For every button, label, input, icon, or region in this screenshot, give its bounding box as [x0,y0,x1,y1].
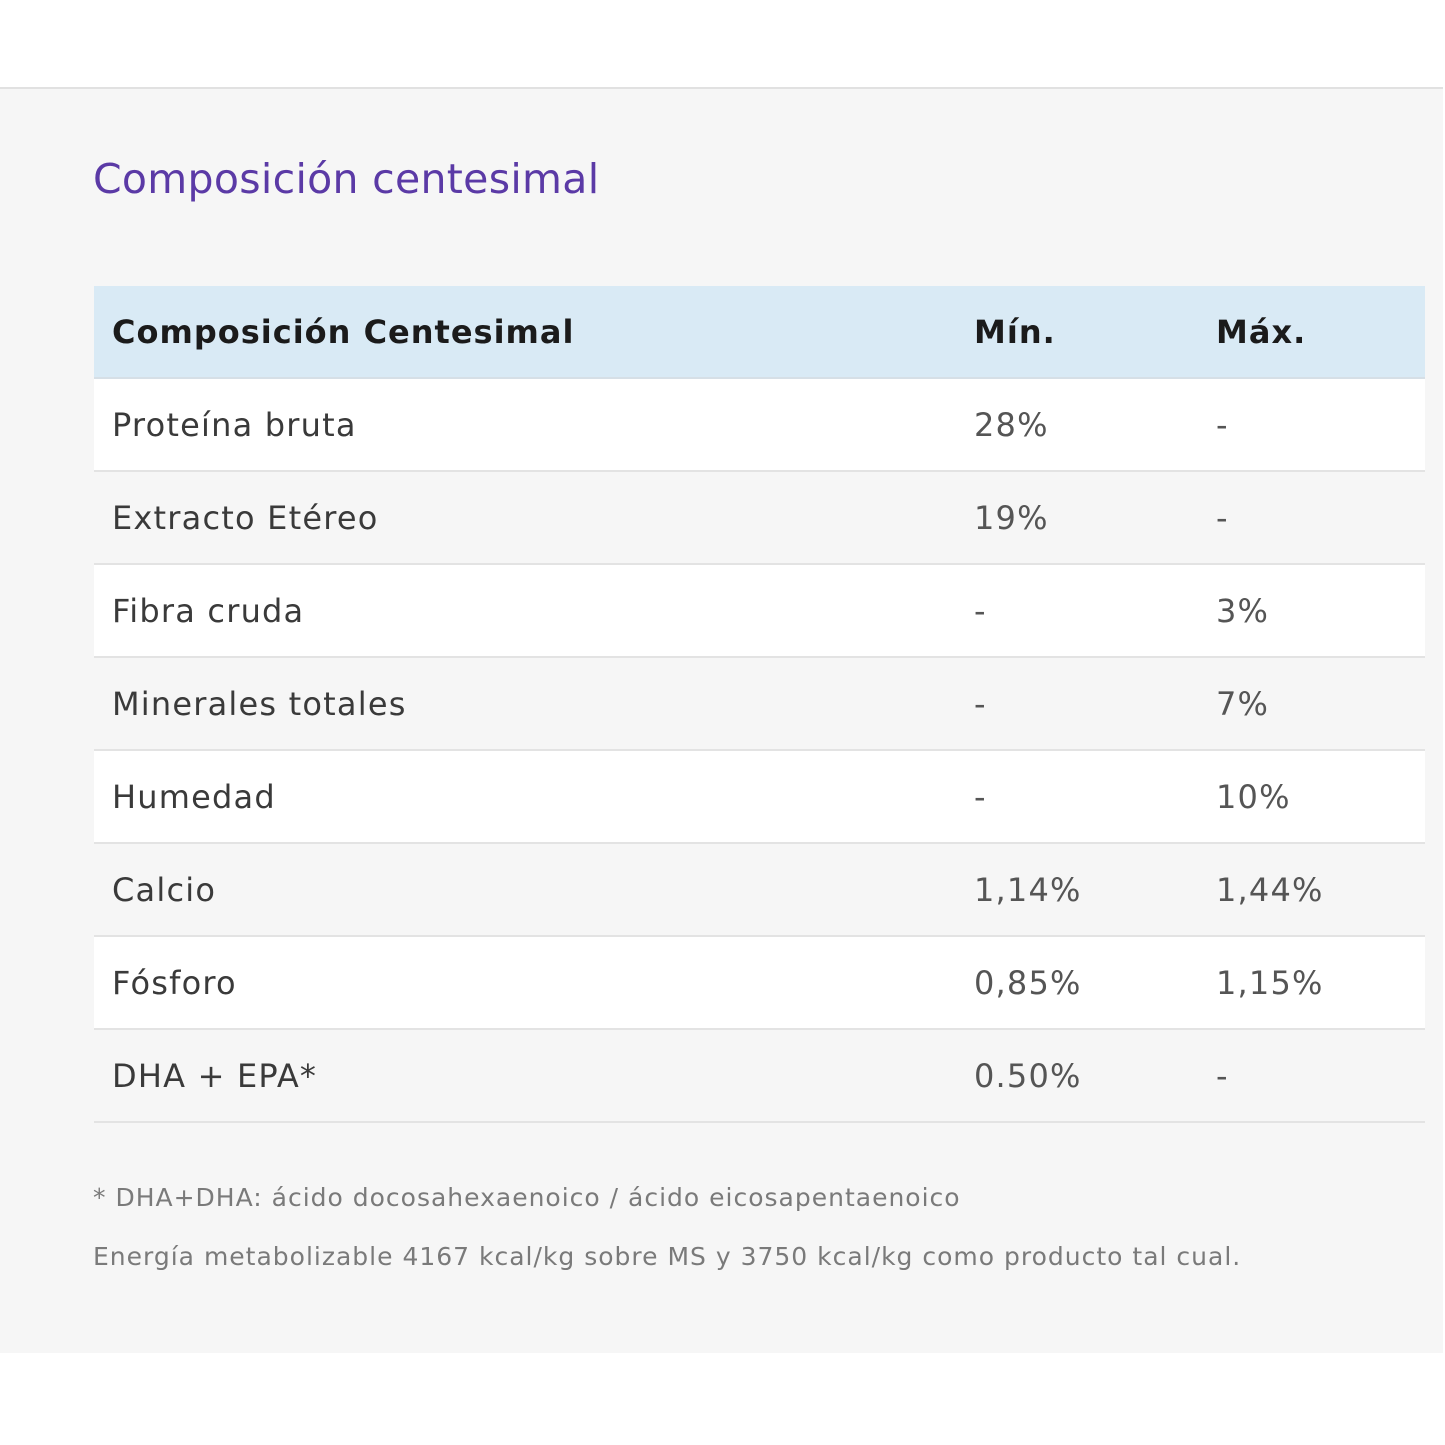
row-label: Minerales totales [94,657,956,751]
row-label: Extracto Etéreo [94,471,956,565]
row-max-value: - [1198,1029,1425,1123]
row-min-value: - [956,657,1198,751]
row-max-value: 7% [1198,657,1425,751]
row-min-value: 1,14% [956,843,1198,937]
header-min: Mín. [956,286,1198,379]
row-label: Calcio [94,843,956,937]
composition-table: Composición Centesimal Mín. Máx. Proteín… [94,286,1425,1123]
table-row: Fibra cruda - 3% [94,564,1425,658]
row-max-value: - [1198,378,1425,472]
energy-note-text: Energía metabolizable 4167 kcal/kg sobre… [93,1242,1242,1271]
header-composition: Composición Centesimal [94,286,956,379]
table-row: Calcio 1,14% 1,44% [94,843,1425,937]
row-max-value: 1,15% [1198,936,1425,1030]
row-label: DHA + EPA* [94,1029,956,1123]
table-row: Extracto Etéreo 19% - [94,471,1425,565]
row-min-value: 0,85% [956,936,1198,1030]
row-min-value: 28% [956,378,1198,472]
row-min-value: 0.50% [956,1029,1198,1123]
row-label: Humedad [94,750,956,844]
row-min-value: - [956,750,1198,844]
table-row: Proteína bruta 28% - [94,378,1425,472]
row-min-value: 19% [956,471,1198,565]
table-row: Fósforo 0,85% 1,15% [94,936,1425,1030]
row-min-value: - [956,564,1198,658]
table-header-row: Composición Centesimal Mín. Máx. [94,286,1425,379]
table-row: Minerales totales - 7% [94,657,1425,751]
row-label: Fósforo [94,936,956,1030]
footnote-text: * DHA+DHA: ácido docosahexaenoico / ácid… [93,1183,961,1212]
section-title: Composición centesimal [93,155,600,203]
row-label: Fibra cruda [94,564,956,658]
composition-panel: Composición centesimal Composición Cente… [0,87,1443,1353]
row-max-value: 10% [1198,750,1425,844]
table-row: DHA + EPA* 0.50% - [94,1029,1425,1123]
row-label: Proteína bruta [94,378,956,472]
header-max: Máx. [1198,286,1425,379]
table-row: Humedad - 10% [94,750,1425,844]
row-max-value: 1,44% [1198,843,1425,937]
row-max-value: - [1198,471,1425,565]
row-max-value: 3% [1198,564,1425,658]
